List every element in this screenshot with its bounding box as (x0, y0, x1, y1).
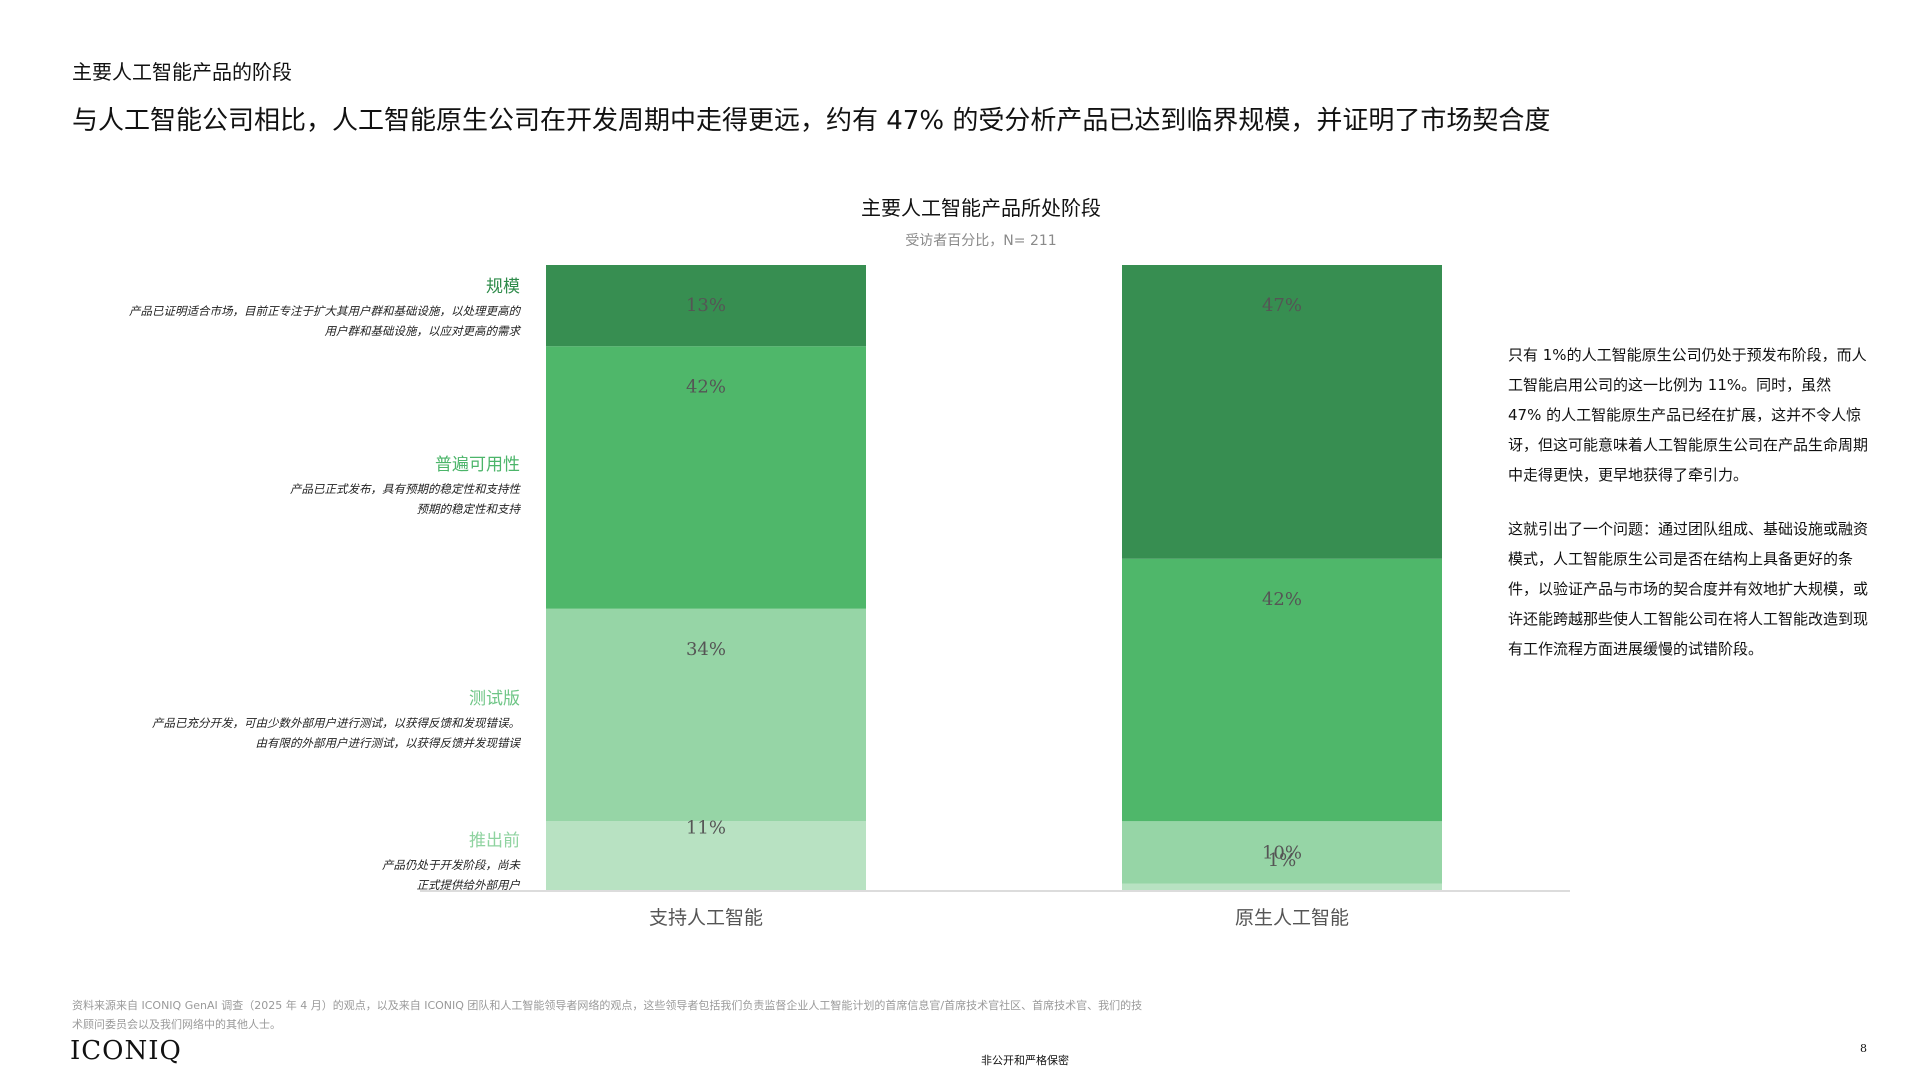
stage-desc-line: 正式提供给外部用户 (416, 878, 521, 892)
stage-description: 产品已正式发布，具有预期的稳定性和支持性 预期的稳定性和支持 (100, 479, 520, 519)
source-note: 资料来源来自 ICONIQ GenAI 调查（2025 年 4 月）的观点，以及… (72, 999, 1143, 1031)
stage-name: 普遍可用性 (435, 455, 520, 475)
data-label: 34% (686, 639, 726, 660)
bar-segment (1122, 265, 1442, 559)
bar-segment (1122, 883, 1442, 890)
stage-label-scale: 规模 产品已证明适合市场，目前正专注于扩大其用户群和基础设施，以处理更高的 用户… (100, 272, 520, 341)
category-label: 原生人工智能 (1235, 907, 1349, 929)
stage-description: 产品仍处于开发阶段，尚未 正式提供给外部用户 (100, 855, 520, 895)
stage-desc-line: 由有限的外部用户进行测试，以获得反馈并发现错误 (255, 736, 521, 750)
commentary-text: 只有 1%的人工智能原生公司仍处于预发布阶段，而人工智能启用公司的这一比例为 1… (1508, 340, 1868, 688)
page-number: 8 (1860, 1042, 1867, 1055)
stage-desc-line: 产品已充分开发，可由少数外部用户进行测试，以获得反馈和发现错误。 (152, 716, 520, 730)
stage-desc-line: 预期的稳定性和支持 (416, 502, 521, 516)
stage-desc-line: 用户群和基础设施，以应对更高的需求 (324, 324, 521, 338)
chart-subtitle: 受访者百分比，N= 211 (905, 233, 1057, 249)
data-label: 42% (1262, 589, 1302, 610)
data-label: 1% (1268, 850, 1297, 871)
stage-name: 测试版 (469, 689, 520, 709)
commentary-paragraph: 只有 1%的人工智能原生公司仍处于预发布阶段，而人工智能启用公司的这一比例为 1… (1508, 346, 1869, 484)
stage-name: 规模 (486, 277, 520, 297)
stage-label-general-availability: 普遍可用性 产品已正式发布，具有预期的稳定性和支持性 预期的稳定性和支持 (100, 450, 520, 519)
data-label: 42% (686, 376, 726, 397)
data-label: 11% (686, 817, 726, 838)
stage-desc-line: 产品仍处于开发阶段，尚未 (382, 858, 520, 872)
data-label: 10% (1262, 843, 1302, 864)
stage-label-prelaunch: 推出前 产品仍处于开发阶段，尚未 正式提供给外部用户 (100, 826, 520, 895)
chart-title: 主要人工智能产品所处阶段 (861, 196, 1101, 220)
stage-desc-line: 产品已证明适合市场，目前正专注于扩大其用户群和基础设施，以处理更高的 (129, 304, 520, 318)
brand-logo: ICONIQ (70, 1036, 182, 1066)
stage-desc-line: 产品已正式发布，具有预期的稳定性和支持性 (290, 482, 520, 496)
data-label: 47% (1262, 295, 1302, 316)
confidentiality-note: 非公开和严格保密 (981, 1054, 1069, 1067)
category-label: 支持人工智能 (649, 907, 763, 929)
section-label: 主要人工智能产品的阶段 (72, 60, 292, 84)
data-label: 13% (686, 295, 726, 316)
bar-segment (1122, 558, 1442, 822)
page-headline: 与人工智能公司相比，人工智能原生公司在开发周期中走得更远，约有 47% 的受分析… (72, 106, 1551, 136)
stage-label-beta: 测试版 产品已充分开发，可由少数外部用户进行测试，以获得反馈和发现错误。 由有限… (100, 684, 520, 753)
bar-segment (546, 346, 866, 609)
stage-description: 产品已证明适合市场，目前正专注于扩大其用户群和基础设施，以处理更高的 用户群和基… (100, 301, 520, 341)
bar-segment (546, 608, 866, 822)
bar-segment (546, 265, 866, 347)
commentary-paragraph: 这就引出了一个问题：通过团队组成、基础设施或融资模式，人工智能原生公司是否在结构… (1508, 520, 1869, 658)
bar-segment (1122, 821, 1442, 884)
stage-name: 推出前 (469, 831, 520, 851)
stage-description: 产品已充分开发，可由少数外部用户进行测试，以获得反馈和发现错误。 由有限的外部用… (100, 713, 520, 753)
bar-segment (546, 821, 866, 890)
